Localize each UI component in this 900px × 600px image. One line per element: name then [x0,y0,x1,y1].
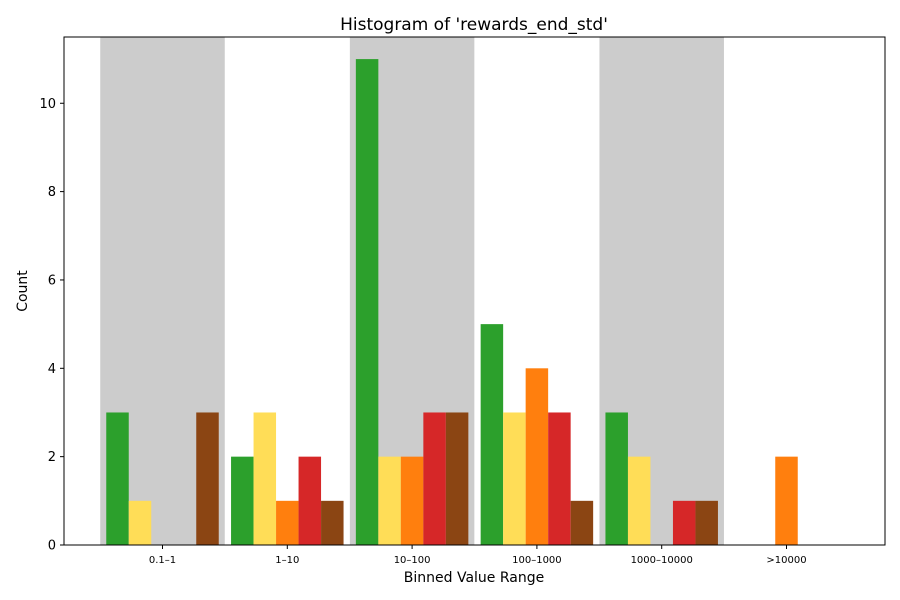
bar [355,59,379,546]
bar [525,368,549,545]
bar [627,456,651,545]
bar [298,456,322,545]
chart-title: Histogram of 'rewards_end_std' [340,15,608,35]
bar [570,500,594,545]
y-axis-label: Count [15,270,31,312]
x-tick-label: 0.1–1 [149,555,176,566]
bar [253,412,277,545]
bar [321,500,344,545]
bar [605,412,628,545]
bar [695,500,718,545]
y-tick-label: 8 [48,185,56,200]
y-tick-label: 6 [48,273,56,288]
y-tick-label: 0 [48,539,56,554]
bar [548,412,571,545]
bar [423,412,446,545]
x-tick-label: 100–1000 [512,555,562,566]
x-tick-label: 10–100 [394,555,431,566]
x-axis-ticks: 0.1–1 1–10 10–100 100–1000 1000–10000 >10000 [149,545,807,566]
x-tick-label: 1–10 [275,555,299,566]
bar [672,500,696,545]
bar [196,412,219,545]
y-tick-label: 2 [48,450,56,465]
y-tick-label: 10 [39,97,56,112]
bar [378,456,401,545]
bar [480,324,504,545]
bar [400,456,424,545]
bar [503,412,526,545]
x-axis-label: Binned Value Range [404,570,544,586]
bar [106,412,129,545]
bar [128,500,152,545]
x-tick-label: >10000 [766,555,806,566]
y-axis-ticks: 0 2 4 6 8 10 [39,97,64,554]
plot-frame [63,36,886,546]
bar [231,456,254,545]
y-tick-label: 4 [48,362,56,377]
x-tick-label: 1000–10000 [631,555,693,566]
bars-group [106,59,798,546]
bar [775,456,798,545]
bar [276,500,299,545]
bar [445,412,469,545]
